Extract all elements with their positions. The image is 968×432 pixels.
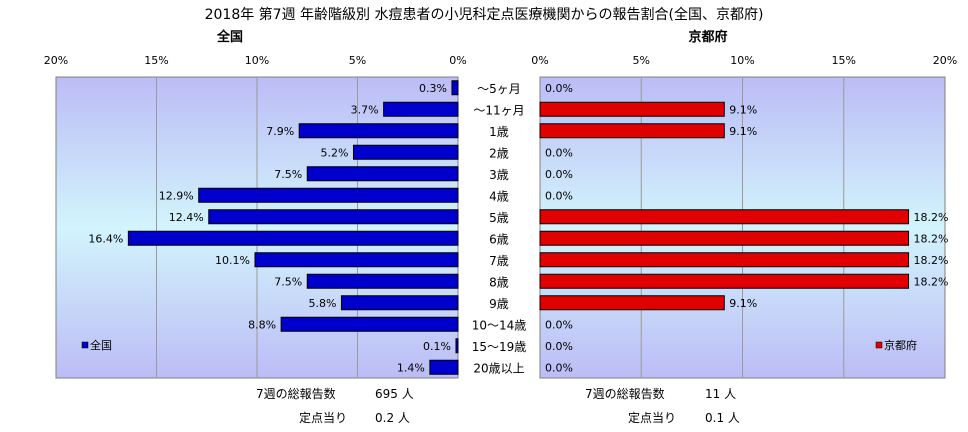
data-label-national: 12.9% xyxy=(159,189,194,202)
bar-national xyxy=(429,359,459,375)
tick-label-national: 10% xyxy=(245,54,269,67)
tick-label-national: 0% xyxy=(449,54,466,67)
legend-kyoto: 京都府 xyxy=(875,338,917,352)
data-label-national: 10.1% xyxy=(215,254,250,267)
bar-national xyxy=(127,230,459,246)
category-label: 3歳 xyxy=(489,168,509,182)
tick-label-kyoto: 20% xyxy=(933,54,957,67)
chart-title: 2018年 第7週 年齢階級別 水痘患者の小児科定点医療機関からの報告割合(全国… xyxy=(205,6,764,23)
bar-national xyxy=(298,123,459,139)
bar-kyoto xyxy=(539,101,725,117)
data-label-national: 3.7% xyxy=(351,103,379,116)
data-label-kyoto: 0.0% xyxy=(545,318,573,331)
data-label-national: 12.4% xyxy=(169,211,204,224)
tick-label-kyoto: 10% xyxy=(730,54,754,67)
bar-kyoto xyxy=(539,123,725,139)
legend-national: 全国 xyxy=(81,338,112,352)
tick-label-kyoto: 5% xyxy=(633,54,650,67)
footer-kyoto-total-value: 11 人 xyxy=(705,387,737,401)
bar-national xyxy=(306,273,459,289)
data-label-national: 5.2% xyxy=(321,146,349,159)
category-label: 9歳 xyxy=(489,297,509,311)
tick-label-national: 5% xyxy=(349,54,366,67)
panel-title-national: 全国 xyxy=(216,29,243,45)
data-label-kyoto: 0.0% xyxy=(545,189,573,202)
footer-national-per-value: 0.2 人 xyxy=(375,411,410,425)
bar-kyoto xyxy=(539,252,910,268)
category-label: 7歳 xyxy=(489,254,509,268)
data-label-kyoto: 9.1% xyxy=(729,125,757,138)
footer-kyoto-per-label: 定点当り xyxy=(628,411,677,425)
data-label-national: 7.9% xyxy=(266,125,294,138)
legend-label-national: 全国 xyxy=(90,338,112,352)
data-label-kyoto: 18.2% xyxy=(914,211,949,224)
data-label-national: 1.4% xyxy=(397,361,425,374)
bar-national xyxy=(340,295,459,311)
bar-national xyxy=(451,80,459,96)
data-label-kyoto: 18.2% xyxy=(914,232,949,245)
category-label: ～11ヶ月 xyxy=(473,103,524,117)
bar-national xyxy=(383,101,459,117)
category-label: 6歳 xyxy=(489,232,509,246)
data-label-kyoto: 18.2% xyxy=(914,254,949,267)
data-label-national: 0.1% xyxy=(423,340,451,353)
bar-national xyxy=(306,166,459,182)
data-label-kyoto: 0.0% xyxy=(545,361,573,374)
footer-national-per-label: 定点当り xyxy=(299,411,348,425)
bar-kyoto xyxy=(539,273,910,289)
tick-label-kyoto: 0% xyxy=(531,54,548,67)
footer-national-total-value: 695 人 xyxy=(375,387,414,401)
bar-national xyxy=(455,338,459,354)
category-label: 5歳 xyxy=(489,211,509,225)
footer-national-total-label: 7週の総報告数 xyxy=(256,387,336,401)
legend-swatch-national xyxy=(81,341,89,349)
data-label-national: 7.5% xyxy=(274,168,302,181)
bar-kyoto xyxy=(539,230,910,246)
category-label: 10～14歳 xyxy=(472,318,527,332)
data-label-national: 0.3% xyxy=(419,82,447,95)
data-label-national: 5.8% xyxy=(308,297,336,310)
bar-national xyxy=(254,252,459,268)
bar-national xyxy=(208,209,459,225)
data-label-kyoto: 0.0% xyxy=(545,82,573,95)
tick-label-national: 15% xyxy=(144,54,168,67)
category-label: ～5ヶ月 xyxy=(477,82,521,96)
data-label-national: 7.5% xyxy=(274,275,302,288)
category-label: 8歳 xyxy=(489,275,509,289)
footer-kyoto-total-label: 7週の総報告数 xyxy=(585,387,665,401)
footer-kyoto-per-value: 0.1 人 xyxy=(705,411,740,425)
data-label-kyoto: 9.1% xyxy=(729,103,757,116)
bar-national xyxy=(280,316,459,332)
category-label: 2歳 xyxy=(489,146,509,160)
legend-swatch-kyoto xyxy=(875,341,883,349)
data-label-national: 8.8% xyxy=(248,318,276,331)
data-label-kyoto: 0.0% xyxy=(545,168,573,181)
data-label-kyoto: 0.0% xyxy=(545,340,573,353)
data-label-kyoto: 0.0% xyxy=(545,146,573,159)
panel-title-kyoto: 京都府 xyxy=(688,29,727,45)
bar-kyoto xyxy=(539,295,725,311)
category-label: 20歳以上 xyxy=(473,361,524,375)
tick-label-kyoto: 15% xyxy=(832,54,856,67)
data-label-kyoto: 9.1% xyxy=(729,297,757,310)
data-label-kyoto: 18.2% xyxy=(914,275,949,288)
category-label: 1歳 xyxy=(489,125,509,139)
data-label-national: 16.4% xyxy=(88,232,123,245)
tick-label-national: 20% xyxy=(44,54,68,67)
bar-kyoto xyxy=(539,209,910,225)
bar-national xyxy=(352,144,459,160)
category-label: 15～19歳 xyxy=(472,340,527,354)
category-label: 4歳 xyxy=(489,189,509,203)
bar-national xyxy=(198,187,459,203)
legend-label-kyoto: 京都府 xyxy=(884,338,917,352)
